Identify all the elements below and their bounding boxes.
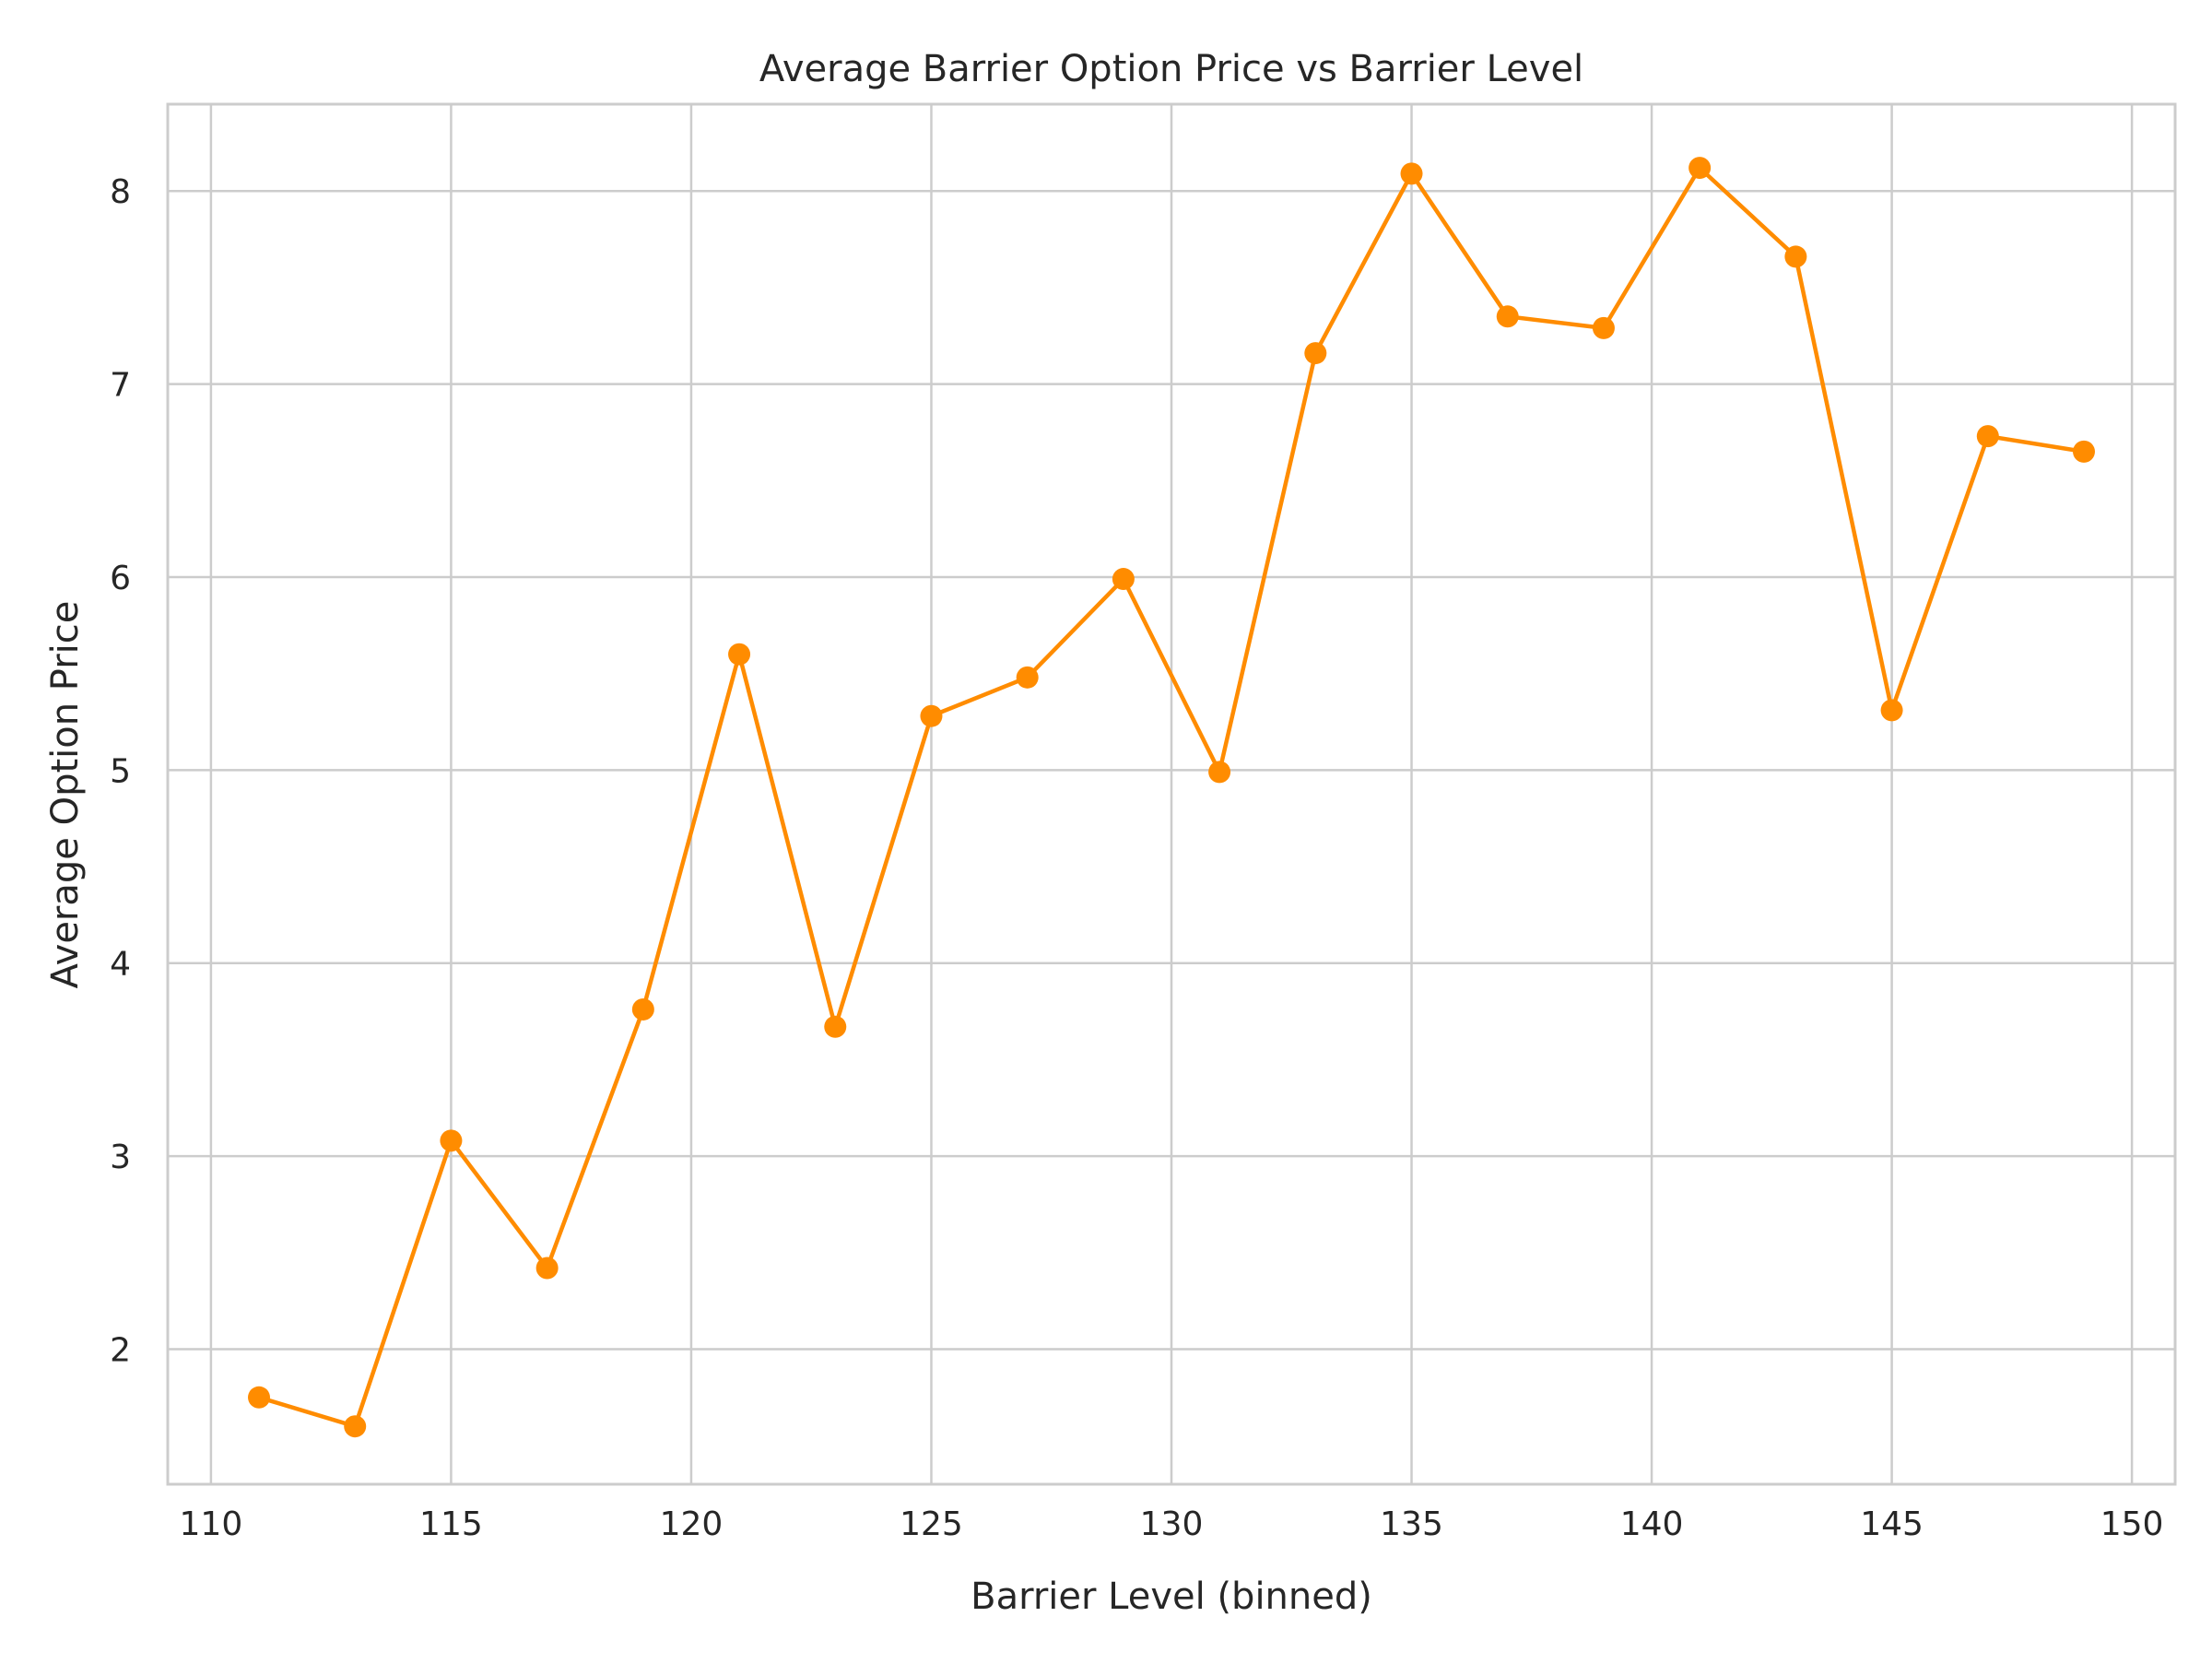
y-axis-label: Average Option Price (44, 601, 87, 989)
data-point (1592, 316, 1615, 339)
series-line (256, 165, 2087, 1429)
data-point (631, 997, 654, 1021)
y-tick-label: 6 (110, 560, 131, 597)
grid (168, 104, 2175, 1484)
data-point (728, 643, 751, 666)
data-point (1016, 666, 1039, 689)
data-point (1784, 245, 1807, 268)
data-point (535, 1257, 559, 1280)
x-tick-label: 135 (1380, 1505, 1443, 1543)
x-tick-label: 120 (660, 1505, 724, 1543)
tick-labels: 110 115 120 125 130 135 140 145 150 2 3 4 5 6 7 8 (110, 173, 2163, 1543)
x-tick-label: 150 (2100, 1505, 2164, 1543)
data-point (1304, 342, 1327, 365)
x-tick-label: 140 (1620, 1505, 1684, 1543)
y-tick-label: 8 (110, 173, 131, 211)
data-point (440, 1129, 463, 1152)
x-tick-label: 125 (900, 1505, 963, 1543)
x-tick-label: 145 (1860, 1505, 1924, 1543)
data-point (248, 1386, 270, 1409)
series-layer (248, 157, 2095, 1438)
data-point (1496, 305, 1519, 328)
x-tick-label: 115 (419, 1505, 483, 1543)
data-point (1400, 162, 1423, 185)
chart-title: Average Barrier Option Price vs Barrier … (759, 48, 1583, 90)
data-point (1688, 157, 1712, 180)
data-point (1880, 699, 1903, 722)
y-tick-label: 4 (110, 946, 131, 984)
data-point (2073, 440, 2095, 463)
data-point (1112, 568, 1135, 591)
y-tick-label: 3 (110, 1139, 131, 1176)
data-point (1976, 425, 1999, 448)
x-tick-label: 110 (180, 1505, 243, 1543)
x-tick-label: 130 (1140, 1505, 1204, 1543)
data-point (344, 1415, 367, 1438)
y-tick-label: 5 (110, 752, 131, 790)
data-point (1208, 761, 1231, 784)
plot-frame (166, 102, 2177, 1486)
y-tick-label: 2 (110, 1331, 131, 1369)
y-tick-label: 7 (110, 367, 131, 405)
x-axis-label: Barrier Level (binned) (971, 1575, 1372, 1618)
data-point (824, 1015, 847, 1038)
data-point (920, 704, 943, 727)
